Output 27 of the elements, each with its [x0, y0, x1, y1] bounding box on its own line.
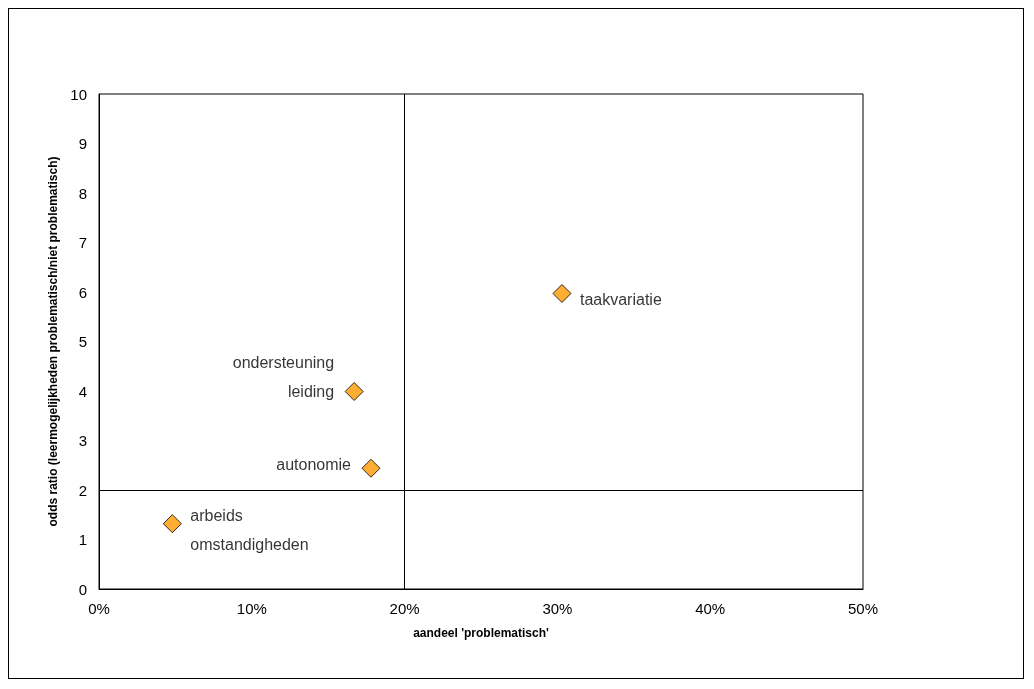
y-axis-title: odds ratio (leermogelijkheden problematisch/niet problematisch) — [46, 156, 61, 527]
x-tick-label: 20% — [389, 600, 420, 617]
y-tick-label: 1 — [78, 531, 87, 548]
y-tick-label: 9 — [78, 135, 87, 152]
y-tick-label: 8 — [78, 184, 87, 202]
annotation: arbeids omstandigheden — [190, 506, 309, 553]
y-tick-label: 6 — [78, 283, 87, 301]
x-tick-label: 50% — [847, 600, 879, 617]
point — [552, 283, 572, 303]
y-tick-label: 2 — [78, 481, 87, 499]
y-tick-label: 10 — [70, 85, 87, 103]
x-tick-label: 30% — [542, 600, 573, 617]
y-tick-label: 0 — [78, 580, 87, 598]
x-tick-label: 40% — [695, 600, 726, 617]
x-axis-title: aandeel 'problematisch' — [413, 626, 550, 640]
x-tick-label: 10% — [236, 600, 267, 617]
annotation: taakvariatie — [579, 290, 662, 308]
y-tick-label: 4 — [78, 382, 87, 400]
point — [361, 458, 381, 478]
annotation: ondersteuning leiding — [232, 354, 335, 401]
y-tick-label: 3 — [78, 432, 87, 449]
annotation: autonomie — [276, 455, 352, 473]
point — [162, 514, 182, 534]
point — [344, 381, 364, 401]
y-tick-label: 7 — [78, 234, 87, 251]
y-tick-label: 5 — [78, 333, 87, 350]
x-tick-label: 0% — [88, 600, 110, 617]
